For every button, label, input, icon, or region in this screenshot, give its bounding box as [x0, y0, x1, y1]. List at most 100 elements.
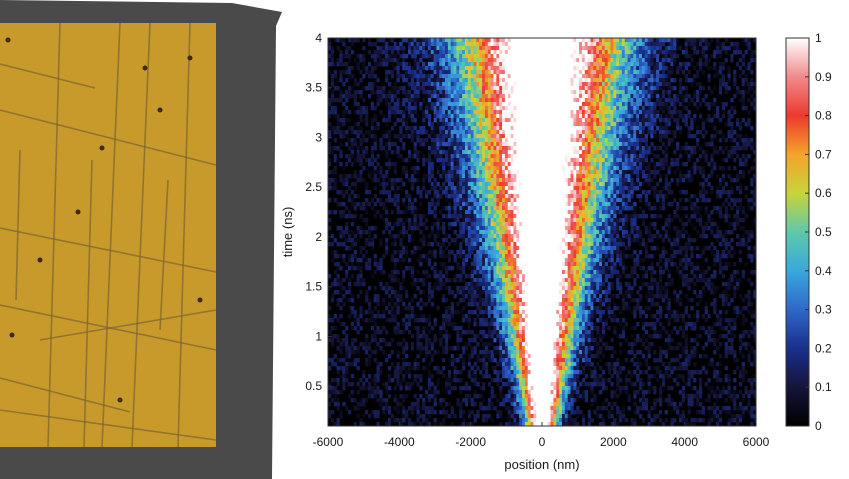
heatmap-cell — [542, 142, 546, 147]
heatmap-cell — [544, 150, 549, 155]
heatmap-cell — [616, 130, 620, 135]
heatmap-cell — [385, 190, 389, 195]
heatmap-cell — [656, 90, 660, 95]
heatmap-cell — [616, 186, 620, 191]
photo-line — [159, 179, 169, 331]
heatmap-cell — [630, 82, 634, 87]
heatmap-cell — [584, 158, 589, 163]
heatmap-cell — [347, 118, 352, 123]
heatmap-cell — [510, 190, 514, 195]
heatmap-cell — [476, 86, 480, 91]
heatmap-cell — [567, 62, 571, 67]
heatmap-cell — [399, 106, 403, 111]
heatmap-cell — [407, 94, 412, 99]
heatmap-cell — [519, 106, 523, 111]
heatmap-cell — [698, 206, 703, 211]
heatmap-cell — [641, 58, 646, 63]
heatmap-cell — [530, 210, 534, 215]
heatmap-cell — [664, 62, 668, 67]
heatmap-cell — [570, 130, 574, 135]
heatmap-cell — [453, 122, 457, 127]
heatmap-cell — [416, 150, 420, 155]
heatmap-cell — [510, 202, 514, 207]
heatmap-cell — [613, 126, 617, 131]
heatmap-cell — [516, 146, 520, 151]
heatmap-cell — [390, 46, 395, 51]
heatmap-cell — [564, 42, 569, 47]
heatmap-cell — [561, 122, 566, 127]
heatmap-cell — [607, 106, 611, 111]
heatmap-cell — [561, 70, 566, 75]
heatmap-cell — [539, 106, 543, 111]
heatmap-cell — [527, 198, 531, 203]
heatmap-cell — [430, 198, 434, 203]
heatmap-cell — [670, 54, 674, 59]
heatmap-cell — [470, 142, 474, 147]
heatmap-cell — [604, 142, 609, 147]
heatmap-cell — [345, 110, 349, 115]
heatmap-cell — [730, 154, 734, 159]
heatmap-cell — [516, 90, 520, 95]
heatmap-cell — [750, 126, 754, 131]
heatmap-cell — [601, 114, 606, 119]
heatmap-cell — [328, 150, 332, 155]
heatmap-cell — [347, 158, 352, 163]
heatmap-cell — [522, 90, 526, 95]
heatmap-cell — [547, 166, 551, 171]
heatmap-cell — [547, 146, 551, 151]
heatmap-cell — [470, 50, 474, 55]
heatmap-cell — [570, 82, 574, 87]
heatmap-cell — [610, 154, 614, 159]
heatmap-cell — [567, 94, 571, 99]
heatmap-cell — [718, 66, 723, 71]
heatmap-cell — [547, 194, 551, 199]
heatmap-cell — [430, 70, 434, 75]
heatmap-cell — [356, 158, 360, 163]
heatmap-cell — [459, 54, 463, 59]
heatmap-cell — [564, 162, 569, 167]
heatmap-cell — [484, 118, 489, 123]
heatmap-cell — [433, 114, 437, 119]
heatmap-cell — [599, 94, 603, 99]
heatmap-cell — [596, 206, 600, 211]
heatmap-cell — [496, 166, 500, 171]
heatmap-cell — [584, 46, 589, 51]
heatmap-cell — [484, 62, 489, 67]
heatmap-cell — [542, 198, 546, 203]
heatmap-cell — [479, 70, 483, 75]
heatmap-cell — [522, 138, 526, 143]
heatmap-cell — [619, 98, 623, 103]
heatmap-cell — [390, 178, 395, 183]
heatmap-cell — [550, 114, 554, 119]
heatmap-cell — [653, 54, 657, 59]
heatmap-cell — [502, 178, 506, 183]
heatmap-cell — [464, 194, 469, 199]
heatmap-cell — [496, 54, 500, 59]
heatmap-cell — [633, 98, 637, 103]
heatmap-cell — [347, 154, 352, 159]
heatmap-cell — [405, 190, 409, 195]
heatmap-cell — [413, 86, 417, 91]
heatmap-cell — [590, 94, 594, 99]
heatmap-cell — [473, 190, 477, 195]
heatmap-cell — [596, 62, 600, 67]
heatmap-cell — [533, 98, 537, 103]
heatmap-cell — [624, 114, 628, 119]
heatmap-cell — [345, 190, 349, 195]
heatmap-cell — [430, 130, 434, 135]
heatmap-cell — [619, 150, 623, 155]
heatmap-cell — [450, 46, 454, 51]
heatmap-cell — [550, 106, 554, 111]
heatmap-cell — [604, 162, 609, 167]
heatmap-cell — [561, 38, 566, 43]
heatmap-cell — [542, 90, 546, 95]
heatmap-cell — [413, 170, 417, 175]
heatmap-cell — [633, 158, 637, 163]
heatmap-cell — [613, 210, 617, 215]
heatmap-cell — [464, 130, 469, 135]
heatmap-cell — [539, 38, 543, 43]
heatmap-cell — [536, 74, 540, 79]
heatmap-cell — [436, 126, 440, 131]
heatmap-cell — [596, 166, 600, 171]
heatmap-cell — [444, 158, 449, 163]
